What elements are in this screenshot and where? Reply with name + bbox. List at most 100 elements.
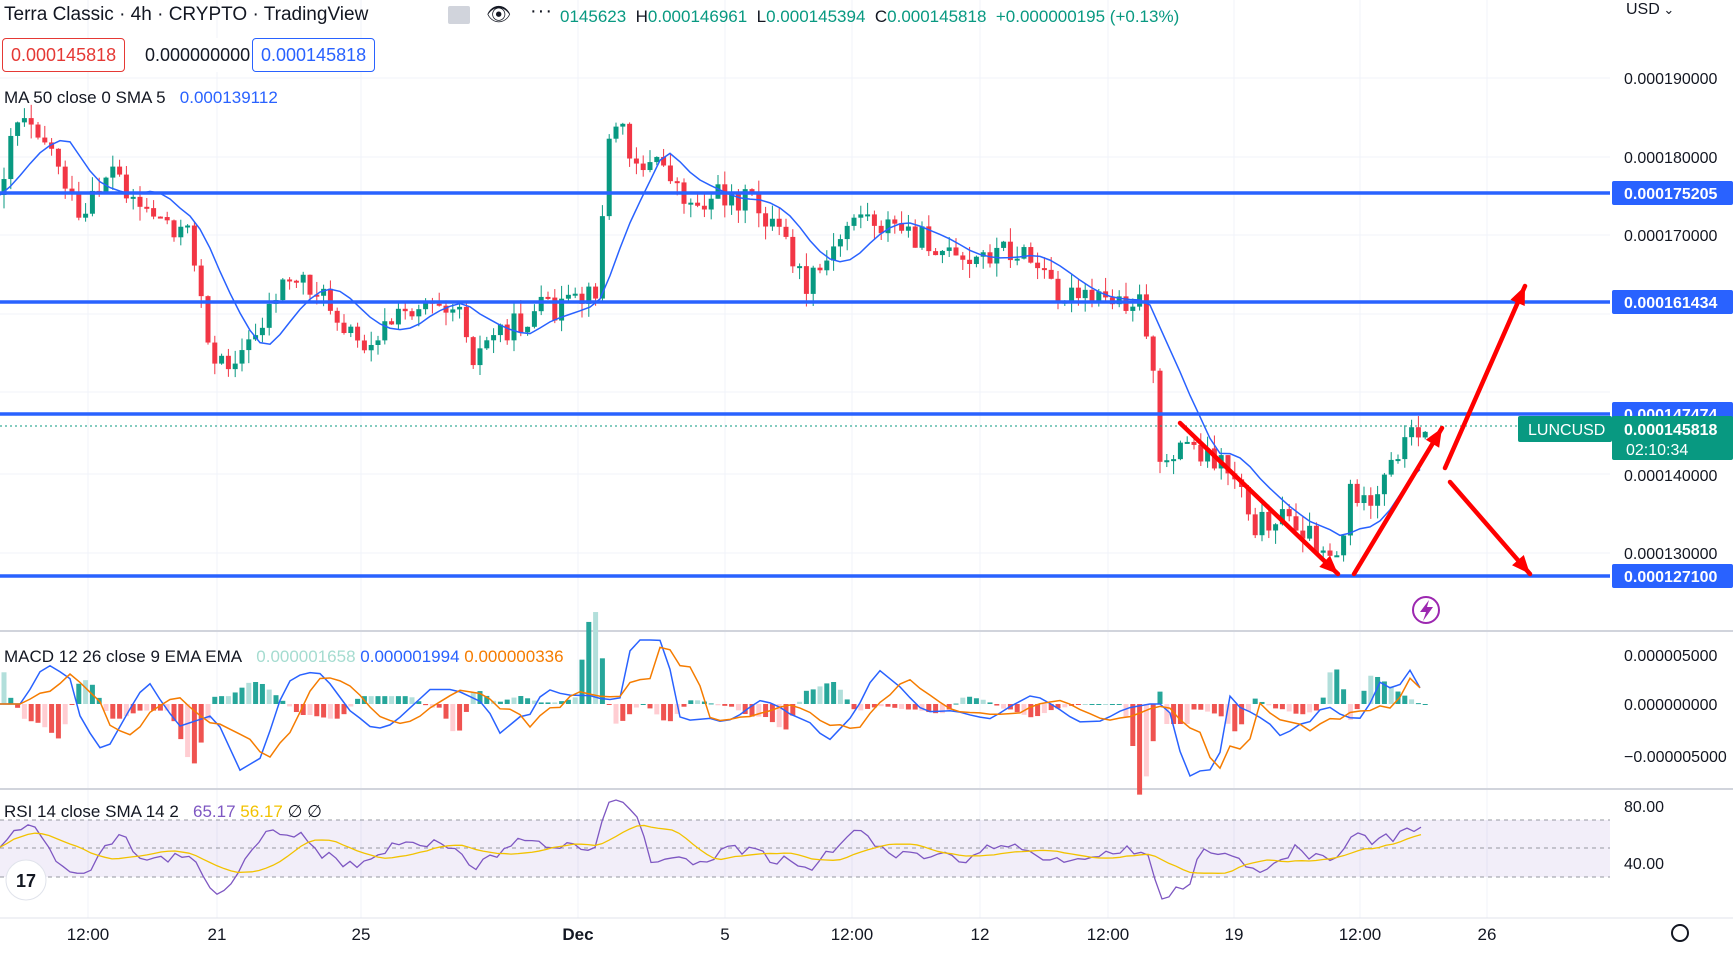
macd-tick-label: 0.000005000 xyxy=(1624,648,1718,665)
buy-button[interactable]: 0.000145818 xyxy=(252,38,376,72)
macd-hist-bar xyxy=(1062,704,1068,708)
candle-body xyxy=(1368,495,1374,506)
candle-body xyxy=(1225,455,1231,474)
candle-body xyxy=(640,163,646,171)
low-label: L xyxy=(756,7,767,26)
rsi-line xyxy=(0,799,1422,900)
macd-hist-bar xyxy=(293,704,299,713)
candle-body xyxy=(1422,431,1428,438)
candle-body xyxy=(1041,268,1047,271)
macd-hist-bar xyxy=(443,704,449,719)
candle-body xyxy=(157,216,163,219)
candle-body xyxy=(1082,289,1088,299)
candle-body xyxy=(130,196,136,199)
candle-body xyxy=(205,296,211,343)
candle-body xyxy=(463,306,469,338)
candle-body xyxy=(1171,459,1177,462)
lightning-icon[interactable] xyxy=(1412,596,1440,624)
candle-body xyxy=(647,162,653,171)
candle-body xyxy=(21,118,27,123)
sell-button[interactable]: 0.000145818 xyxy=(2,38,126,72)
candle-body xyxy=(470,337,476,366)
candle-body xyxy=(185,225,191,228)
candle-body xyxy=(824,260,830,271)
candle-body xyxy=(545,296,551,299)
candle-body xyxy=(688,202,694,205)
more-icon[interactable]: ··· xyxy=(530,0,553,22)
macd-hist-bar xyxy=(1232,704,1238,732)
macd-tick-label: −0.000005000 xyxy=(1624,749,1727,766)
candle-body xyxy=(926,226,932,252)
macd-hist-bar xyxy=(1252,698,1258,704)
macd-hist-bar xyxy=(395,696,401,704)
macd-hist-bar xyxy=(994,704,1000,706)
time-tick-label: 12 xyxy=(971,925,990,944)
eye-icon[interactable]: 👁 xyxy=(486,4,512,26)
macd-hist-bar xyxy=(858,704,864,711)
macd-hist-bar xyxy=(355,698,361,704)
macd-hist-bar xyxy=(1109,704,1115,705)
macd-hist-bar xyxy=(1123,704,1129,718)
macd-hist-bar xyxy=(35,704,41,723)
spread-value: 0.000000000 xyxy=(136,38,260,72)
candle-body xyxy=(436,303,442,306)
candle-body xyxy=(538,296,544,312)
macd-hist-bar xyxy=(926,704,932,713)
time-tick-label: 26 xyxy=(1478,925,1497,944)
candle-body xyxy=(1279,509,1285,525)
macd-hist-bar xyxy=(701,701,707,704)
settings-icon[interactable] xyxy=(1671,924,1689,942)
candle-body xyxy=(55,148,61,167)
arrow-up-1-head xyxy=(1425,428,1442,448)
candle-body xyxy=(375,340,381,345)
macd-hist-bar xyxy=(117,704,123,719)
macd-hist-bar xyxy=(1334,669,1340,704)
candle-body xyxy=(783,226,789,237)
time-tick-label: 21 xyxy=(208,925,227,944)
macd-hist-bar xyxy=(1381,681,1387,704)
candle-body xyxy=(946,247,952,251)
candle-body xyxy=(1293,516,1299,531)
macd-hist-bar xyxy=(674,704,680,714)
candle-body xyxy=(1252,514,1258,536)
currency-selector[interactable]: USD xyxy=(1626,1,1674,19)
macd-hist-bar xyxy=(1273,704,1279,709)
macd-hist-bar xyxy=(300,704,306,715)
candle-body xyxy=(287,279,293,282)
macd-value: 0.000001994 xyxy=(360,647,460,666)
ma-legend[interactable]: MA 50 close 0 SMA 5 0.000139112 xyxy=(4,88,278,108)
macd-hist-bar xyxy=(205,704,211,720)
macd-hist-bar xyxy=(307,704,313,715)
candle-body xyxy=(355,326,361,341)
candle-body xyxy=(457,306,463,310)
candle-body xyxy=(497,324,503,336)
macd-hist-bar xyxy=(69,704,75,705)
macd-hist-bar xyxy=(552,702,558,704)
macd-hist-bar xyxy=(1266,704,1272,706)
candle-body xyxy=(395,308,401,325)
rsi-legend[interactable]: RSI 14 close SMA 14 2 65.17 56.17 ∅ ∅ xyxy=(4,802,322,822)
macd-hist-bar xyxy=(946,704,952,710)
arrow-up-2-head xyxy=(1510,286,1525,306)
candle-body xyxy=(327,288,333,311)
square-icon[interactable] xyxy=(448,6,470,24)
price-tick-label: 0.000190000 xyxy=(1624,71,1718,88)
candle-body xyxy=(1395,459,1401,462)
macd-hist-bar xyxy=(1388,686,1394,704)
candle-body xyxy=(123,174,129,199)
macd-hist-bar xyxy=(756,704,762,717)
tradingview-logo-icon[interactable] xyxy=(5,859,47,901)
candle-body xyxy=(443,305,449,313)
macd-hist-bar xyxy=(1245,704,1251,712)
rsi-label: RSI 14 close SMA 14 2 xyxy=(4,802,179,821)
macd-hist-bar xyxy=(1320,697,1326,704)
macd-hist-bar xyxy=(1293,704,1299,714)
macd-legend[interactable]: MACD 12 26 close 9 EMA EMA 0.000001658 0… xyxy=(4,647,564,667)
rsi-tick-label: 40.00 xyxy=(1624,856,1664,873)
macd-hist-bar xyxy=(1028,704,1034,718)
level-tag-4 xyxy=(1612,564,1733,588)
macd-hist-bar xyxy=(681,704,687,707)
macd-hist-bar xyxy=(1313,704,1319,711)
macd-hist-bar xyxy=(389,696,395,704)
